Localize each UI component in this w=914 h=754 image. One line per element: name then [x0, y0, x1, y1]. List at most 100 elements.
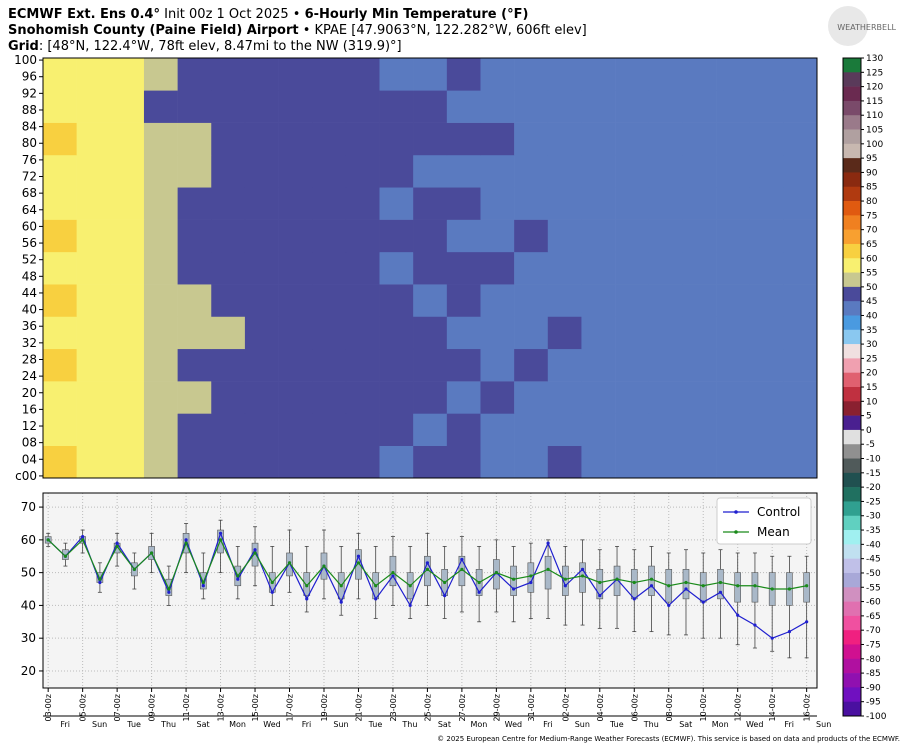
heat-cell — [110, 445, 145, 479]
series-point — [632, 580, 636, 585]
title-part: Grid — [8, 39, 39, 54]
heat-cell — [76, 90, 111, 123]
y-tick-label: 60 — [21, 533, 36, 547]
heat-cell — [211, 187, 246, 220]
heat-cell — [278, 58, 313, 91]
colorbar-label: 5 — [866, 412, 872, 422]
heat-cell — [648, 445, 683, 479]
heat-cell — [514, 58, 549, 91]
colorbar-label: 100 — [866, 140, 883, 150]
colorbar-label: -100 — [866, 712, 887, 722]
heat-cell — [345, 381, 380, 414]
heat-cell — [43, 413, 77, 446]
heat-cell — [749, 219, 784, 253]
heat-cell — [783, 90, 818, 123]
heat-cell — [76, 219, 111, 253]
heat-cell — [581, 348, 616, 382]
heat-cell — [345, 348, 380, 382]
series-point — [684, 587, 688, 591]
heat-cell — [379, 122, 414, 156]
heat-cell — [379, 219, 414, 253]
colorbar-label: -65 — [866, 612, 881, 622]
title-line-2: Snohomish County (Paine Field) Airport •… — [8, 23, 587, 38]
x-tick-label: 17-00z — [286, 694, 295, 721]
colorbar-label: 30 — [866, 340, 878, 350]
heat-cell — [345, 154, 380, 188]
colorbar-swatch — [843, 229, 861, 245]
series-point — [494, 571, 498, 575]
heat-cell — [211, 348, 246, 382]
title-part: : [48°N, 122.4°W, 78ft elev, 8.47mi to t… — [39, 39, 402, 54]
series-point — [546, 567, 550, 571]
heat-cell — [244, 348, 279, 382]
heat-cell — [480, 445, 515, 479]
heat-cell — [76, 58, 111, 91]
weekday-label: Sat — [438, 720, 451, 729]
heat-cell — [446, 122, 481, 156]
x-tick-label: 13-00z — [217, 694, 226, 721]
y-tick-label: 28 — [22, 352, 37, 366]
weekday-label: Fri — [60, 720, 70, 729]
series-point — [374, 584, 378, 588]
heat-cell — [514, 122, 549, 156]
weekday-label: Fri — [543, 720, 553, 729]
colorbar-label: 45 — [866, 297, 877, 307]
series-point — [322, 564, 326, 568]
series-point — [356, 561, 361, 565]
series-point — [184, 538, 188, 542]
colorbar-swatch — [843, 100, 861, 116]
legend-marker — [734, 530, 738, 534]
colorbar-swatch — [843, 644, 861, 660]
y-tick-label: 40 — [21, 598, 36, 612]
weekday-label: Wed — [505, 720, 522, 729]
weekday-label: Thu — [401, 720, 417, 729]
logo: WEATHERBELL — [837, 23, 896, 32]
heat-cell — [211, 413, 246, 446]
weekday-label: Tue — [126, 720, 141, 729]
heat-cell — [547, 413, 582, 446]
heat-cell — [143, 219, 178, 253]
series-point — [81, 534, 85, 539]
footer: © 2025 European Centre for Medium-Range … — [437, 735, 900, 743]
plot-frame — [42, 492, 818, 689]
heat-cell — [244, 154, 279, 188]
heat-cell — [783, 413, 818, 446]
series-point — [787, 630, 792, 634]
colorbar-swatch — [843, 458, 861, 474]
colorbar-swatch — [843, 344, 861, 359]
heat-cell — [648, 122, 683, 156]
heat-cell — [547, 251, 582, 285]
heat-cell — [345, 316, 380, 350]
colorbar-swatch — [843, 315, 861, 331]
heat-cell — [547, 381, 582, 414]
weekday-label: Sun — [575, 720, 590, 729]
heat-cell — [211, 316, 246, 350]
heat-cell — [379, 381, 414, 414]
colorbar-swatch — [843, 158, 861, 173]
heat-cell — [682, 316, 717, 350]
heat-cell — [110, 154, 145, 188]
heat-cell — [615, 187, 650, 220]
heat-cell — [143, 284, 178, 317]
series-point — [477, 590, 481, 594]
heat-cell — [379, 316, 414, 350]
series-point — [667, 584, 671, 588]
heat-cell — [547, 219, 582, 253]
heat-cell — [480, 316, 515, 350]
heat-cell — [648, 413, 683, 446]
heat-cell — [110, 122, 145, 156]
heat-cell — [716, 122, 750, 156]
series-point — [718, 580, 723, 585]
heat-cell — [581, 219, 616, 253]
y-tick-label: 72 — [22, 170, 37, 184]
series-point — [460, 557, 464, 562]
heat-cell — [514, 90, 549, 123]
colorbar-swatch — [843, 630, 861, 645]
colorbar-label: 115 — [866, 97, 883, 107]
heat-cell — [345, 90, 380, 123]
colorbar-label: 80 — [866, 197, 878, 207]
y-tick-label: 84 — [22, 120, 37, 134]
heat-cell — [312, 154, 347, 188]
x-tick-label: 10-00z — [699, 694, 708, 721]
series-point — [167, 587, 171, 591]
